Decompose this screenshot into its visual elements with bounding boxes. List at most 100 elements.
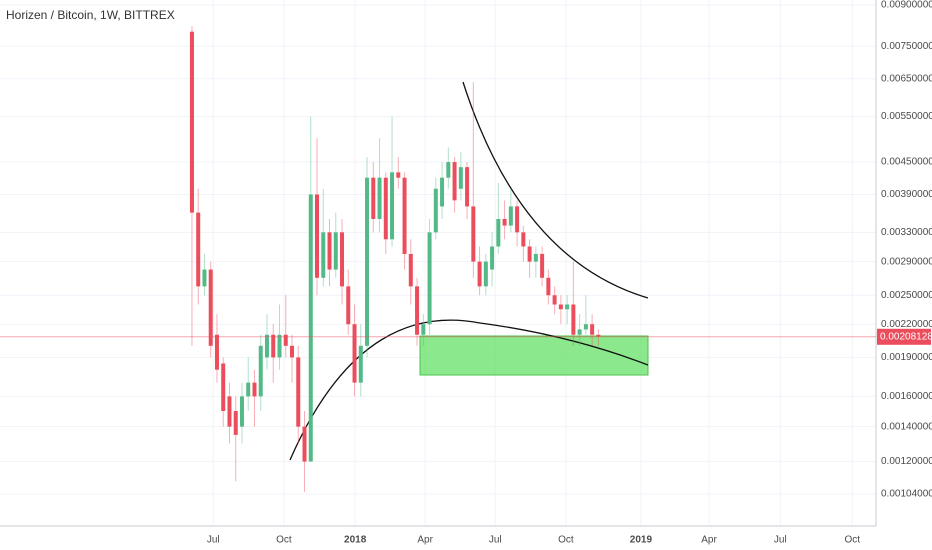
candle-body: [540, 253, 545, 278]
candle-body: [533, 253, 538, 262]
y-tick-label: 0.00900000: [881, 0, 932, 11]
x-tick-label: 2018: [344, 535, 367, 546]
candle-body: [515, 206, 520, 233]
candle-body: [465, 167, 470, 207]
candle-body: [490, 246, 495, 270]
candle-body: [402, 177, 407, 254]
candle-body: [202, 269, 207, 287]
candle-body: [565, 304, 570, 310]
candle-body: [440, 177, 445, 207]
y-tick-label: 0.00220000: [881, 319, 932, 330]
candle-body: [315, 194, 320, 278]
y-tick-label: 0.00550000: [881, 111, 932, 122]
candle-body: [189, 31, 194, 213]
candle-body: [365, 177, 370, 346]
candle-body: [383, 177, 388, 240]
x-tick-label: Oct: [844, 535, 860, 546]
chart-title: Horizen / Bitcoin, 1W, BITTREX: [6, 8, 175, 22]
last-price-box: [877, 328, 931, 345]
candle-body: [583, 324, 588, 330]
lower-curve: [289, 319, 649, 461]
candle-body: [271, 334, 276, 358]
candle-body: [227, 396, 232, 427]
candle-body: [577, 329, 582, 335]
candle-body: [396, 172, 401, 178]
candle-body: [308, 194, 313, 462]
candle-body: [277, 334, 282, 358]
candle-body: [290, 345, 294, 358]
y-tick-label: 0.00390000: [881, 189, 932, 200]
candle-body: [283, 334, 288, 346]
candle-body: [571, 304, 576, 335]
candle-body: [390, 172, 395, 240]
y-tick-label: 0.00250000: [881, 290, 932, 301]
candle-body: [477, 261, 482, 287]
candle-body: [408, 253, 413, 287]
upper-curve: [462, 81, 649, 299]
candle-body: [352, 324, 357, 383]
candle-body: [302, 426, 307, 462]
candle-body: [221, 363, 226, 411]
candle-body: [377, 177, 382, 219]
candle-body: [558, 304, 563, 310]
candle-body: [415, 286, 420, 335]
candle-body: [296, 357, 301, 427]
x-tick-label: Apr: [701, 535, 717, 546]
grid: [0, 0, 876, 526]
candle-body: [233, 410, 238, 435]
candle-body: [483, 261, 488, 287]
x-tick-label: Jul: [774, 535, 787, 546]
y-tick-label: 0.00160000: [881, 391, 932, 402]
candle-body: [321, 232, 326, 278]
candle-body: [358, 345, 363, 383]
candle-body: [214, 334, 219, 370]
last-price-label: 0.00208128: [880, 331, 932, 342]
x-tick-label: Oct: [558, 535, 574, 546]
candle-body: [208, 269, 213, 346]
candle-body: [346, 286, 351, 325]
y-tick-label: 0.00104000: [881, 489, 932, 500]
candle-body: [458, 167, 463, 189]
candles: [189, 26, 601, 492]
candle-body: [521, 232, 526, 247]
y-tick-label: 0.00190000: [881, 352, 932, 363]
candle-body: [239, 396, 244, 427]
x-tick-label: 2019: [630, 535, 653, 546]
candle-body: [421, 324, 426, 335]
y-tick-label: 0.00140000: [881, 421, 932, 432]
candle-body: [252, 382, 257, 397]
candle-body: [340, 232, 345, 287]
y-tick-label: 0.00330000: [881, 227, 932, 238]
candle-body: [427, 232, 432, 325]
candle-body: [371, 177, 376, 219]
y-tick-label: 0.00650000: [881, 73, 932, 84]
candle-body: [452, 162, 457, 201]
y-tick-label: 0.00120000: [881, 456, 932, 467]
x-tick-label: Jul: [489, 535, 502, 546]
candle-body: [590, 324, 595, 335]
candle-body: [196, 212, 201, 287]
candle-body: [502, 218, 507, 226]
candle-body: [327, 232, 332, 270]
candle-body: [552, 295, 557, 305]
y-tick-label: 0.00750000: [881, 41, 932, 52]
candle-body: [496, 218, 501, 247]
candle-body: [258, 345, 263, 397]
candle-body: [508, 206, 513, 226]
candle-body: [527, 246, 532, 262]
y-tick-label: 0.00290000: [881, 256, 932, 267]
candle-body: [471, 206, 476, 262]
candle-body: [246, 382, 251, 397]
x-tick-label: Apr: [417, 535, 433, 546]
x-tick-label: Oct: [276, 535, 292, 546]
candle-body: [433, 188, 438, 233]
candle-body: [264, 334, 269, 358]
candle-body: [446, 162, 451, 178]
y-tick-label: 0.00450000: [881, 157, 932, 168]
x-tick-label: Jul: [207, 535, 220, 546]
support-zone: [419, 335, 649, 376]
candle-body: [596, 334, 601, 337]
candle-body: [546, 277, 551, 296]
candle-body: [333, 232, 338, 270]
